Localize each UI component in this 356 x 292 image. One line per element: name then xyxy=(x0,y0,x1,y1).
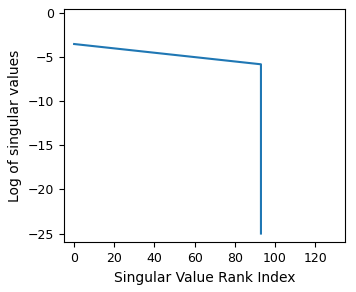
X-axis label: Singular Value Rank Index: Singular Value Rank Index xyxy=(114,271,295,285)
Y-axis label: Log of singular values: Log of singular values xyxy=(9,49,22,202)
